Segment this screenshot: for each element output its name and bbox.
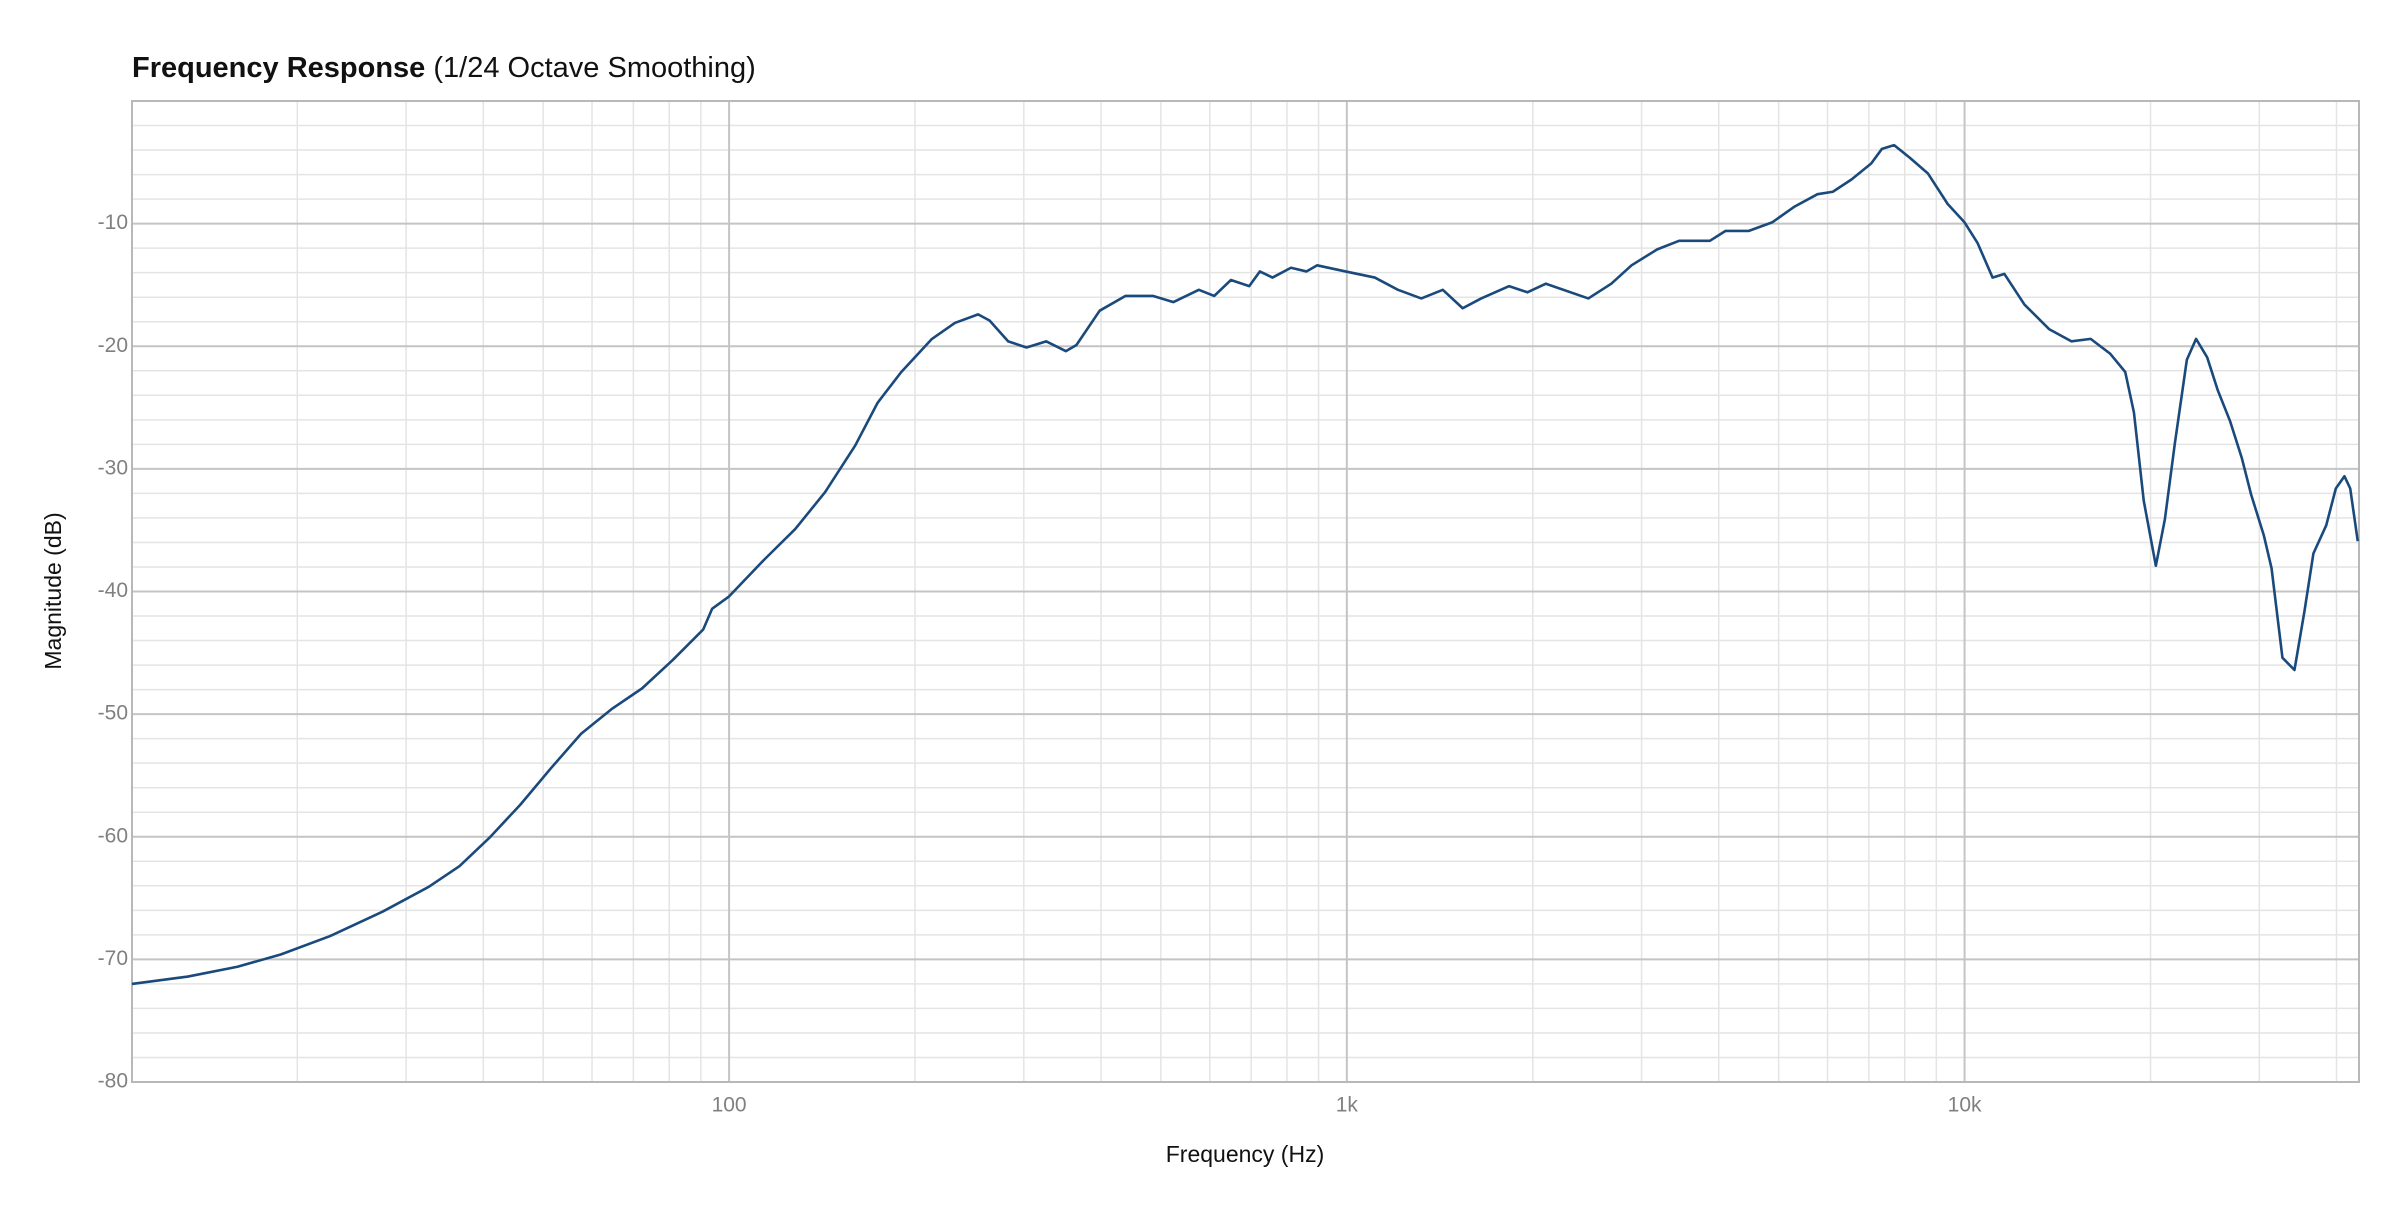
y-tick-label: -80 xyxy=(98,1070,128,1093)
y-axis-label: Magnitude (dB) xyxy=(40,512,66,669)
plot-frame xyxy=(131,100,2360,1083)
title: Frequency Response xyxy=(132,52,425,84)
x-tick-label: 10k xyxy=(1948,1094,1982,1117)
y-tick-label: -40 xyxy=(98,579,128,602)
y-tick-label: -70 xyxy=(98,947,128,970)
x-tick-label: 100 xyxy=(712,1094,747,1117)
x-axis-label: Frequency (Hz) xyxy=(1166,1141,1324,1167)
response-line xyxy=(131,143,2360,986)
y-tick-label: -20 xyxy=(98,334,128,357)
chart-title: Frequency Response (1/24 Octave Smoothin… xyxy=(132,52,756,84)
x-tick-label: 1k xyxy=(1336,1094,1359,1117)
y-tick-label: -10 xyxy=(98,211,128,234)
subtitle: (1/24 Octave Smoothing) xyxy=(433,52,755,84)
y-tick-label: -50 xyxy=(98,702,128,725)
y-tick-label: -30 xyxy=(98,456,128,479)
y-tick-label: -60 xyxy=(98,824,128,847)
